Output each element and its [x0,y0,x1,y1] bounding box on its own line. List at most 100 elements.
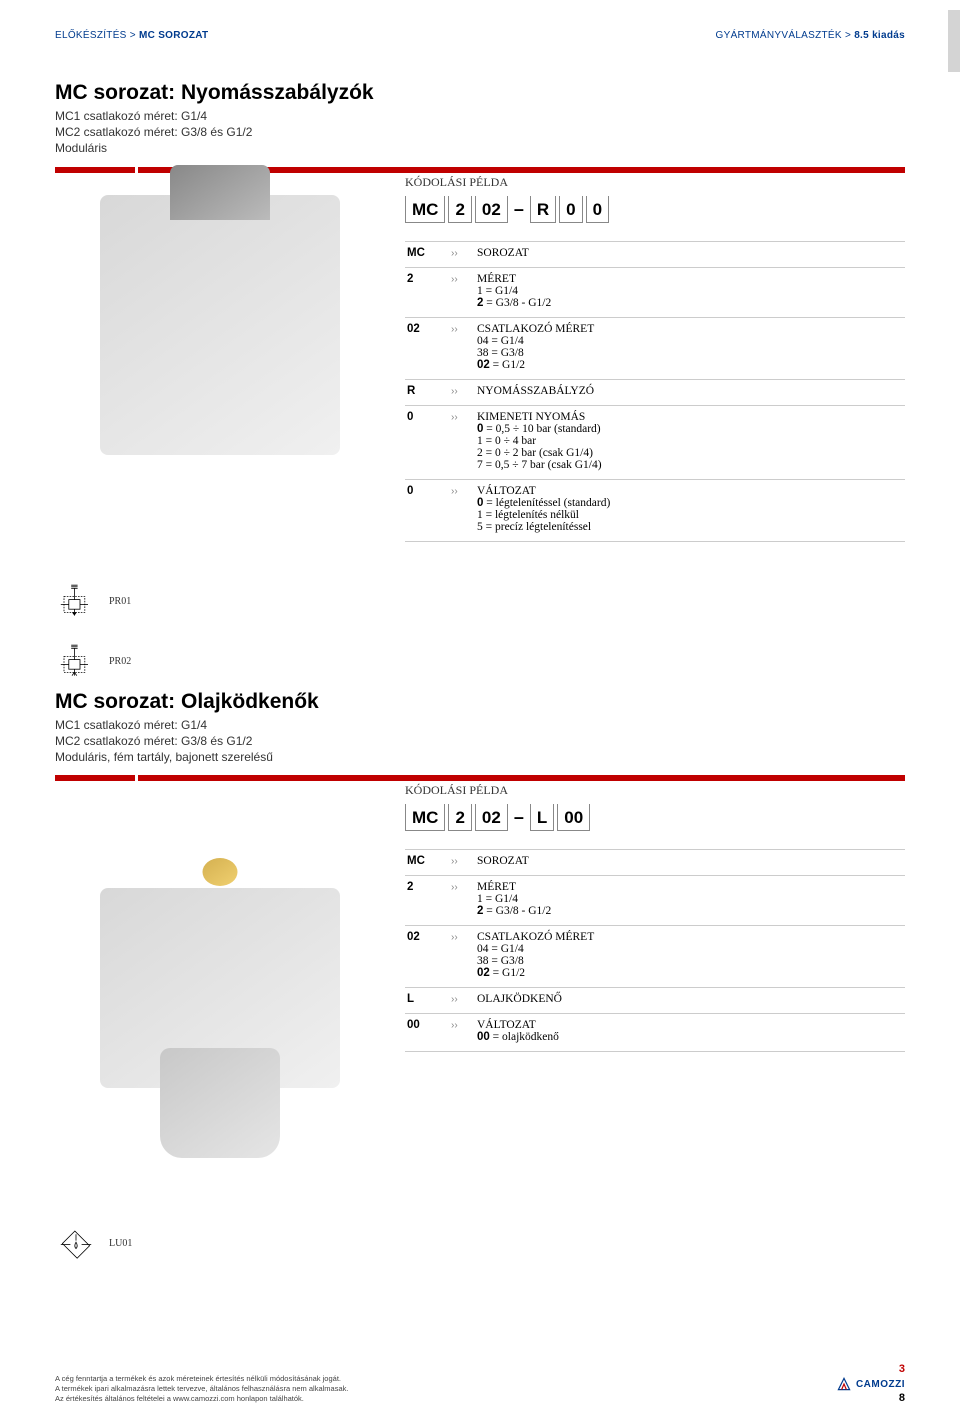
code-segment: 2 [448,804,471,831]
spec-row: MC ›› SOROZAT [405,849,905,875]
code-separator: – [511,807,527,828]
section-subtitle: MC1 csatlakozó méret: G1/4MC2 csatlakozó… [55,108,905,157]
coding-label: KÓDOLÁSI PÉLDA [405,783,905,798]
spec-row: 2 ›› MÉRET1 = G1/42 = G3/8 - G1/2 [405,267,905,317]
spec-value: KIMENETI NYOMÁS0 = 0,5 ÷ 10 bar (standar… [477,411,905,471]
regulator-symbol-icon [55,642,97,682]
section-title: MC sorozat: Olajködkenők [55,690,905,714]
code-segment: 02 [475,196,508,223]
footer-line: A termékek ipari alkalmazásra lettek ter… [55,1384,348,1394]
footer-right: 3 CAMOZZI 8 [836,1363,905,1404]
spec-value: OLAJKÖDKENŐ [477,993,905,1005]
symbol-lu01: LU01 [55,1223,905,1263]
page-number-chapter: 3 [836,1363,905,1375]
product-image [55,175,385,475]
spec-value: VÁLTOZAT0 = légtelenítéssel (standard)1 … [477,485,905,533]
code-separator: – [511,199,527,220]
spec-table: MC ›› SOROZAT 2 ›› MÉRET1 = G1/42 = G3/8 - G1… [405,241,905,542]
symbol-pr02: PR02 [55,642,905,682]
spec-table: MC ›› SOROZAT 2 ›› MÉRET1 = G1/42 = G3/8 - G1… [405,849,905,1052]
spec-row: 02››CSATLAKOZÓ MÉRET04 = G1/438 = G3/802… [405,925,905,987]
spec-key: L [405,993,441,1005]
spec-value: NYOMÁSSZABÁLYZÓ [477,385,905,397]
arrow-icon: ›› [451,855,467,867]
arrow-icon: ›› [451,931,467,979]
footer-disclaimer: A cég fenntartja a termékek és azok mére… [55,1374,348,1404]
spec-row: 0››VÁLTOZAT0 = légtelenítéssel (standard… [405,479,905,542]
arrow-icon: ›› [451,273,467,309]
breadcrumb-left-prefix: ELŐKÉSZÍTÉS > [55,30,136,41]
symbol-label: PR01 [109,596,131,607]
code-segment: 0 [559,196,582,223]
spec-value: MÉRET1 = G1/42 = G3/8 - G1/2 [477,881,905,917]
spec-value: VÁLTOZAT00 = olajködkenő [477,1019,905,1043]
spec-value: CSATLAKOZÓ MÉRET04 = G1/438 = G3/802 = G… [477,323,905,371]
spec-key: MC [405,855,441,867]
red-divider [55,775,905,781]
spec-value: SOROZAT [477,855,905,867]
breadcrumb-left-strong: MC SOROZAT [139,30,208,41]
spec-key: 2 [405,881,441,917]
page-footer: A cég fenntartja a termékek és azok mére… [55,1363,905,1404]
page-header: ELŐKÉSZÍTÉS > MC SOROZAT GYÁRTMÁNYVÁLASZ… [55,30,905,41]
spec-row: R ›› NYOMÁSSZABÁLYZÓ [405,379,905,405]
arrow-icon: ›› [451,411,467,471]
section-lubricators: MC sorozat: Olajködkenők MC1 csatlakozó … [55,690,905,1174]
arrow-icon: ›› [451,1019,467,1043]
coding-column: KÓDOLÁSI PÉLDA MC202–L00 MC››SOROZAT2››M… [405,783,905,1052]
spec-row: L ›› OLAJKÖDKENŐ [405,987,905,1013]
brand-logo: CAMOZZI [836,1376,905,1392]
coding-column: KÓDOLÁSI PÉLDA MC202–R00 MC››SOROZAT2››M… [405,175,905,542]
arrow-icon: ›› [451,485,467,533]
regulator-symbol-icon [55,582,97,622]
code-segment: 2 [448,196,471,223]
spec-value: MÉRET1 = G1/42 = G3/8 - G1/2 [477,273,905,309]
lubricator-symbol-icon [55,1223,97,1263]
code-segment: 02 [475,804,508,831]
arrow-icon: ›› [451,385,467,397]
spec-row: MC ›› SOROZAT [405,241,905,267]
spec-key: 2 [405,273,441,309]
spec-row: 02››CSATLAKOZÓ MÉRET04 = G1/438 = G3/802… [405,317,905,379]
arrow-icon: ›› [451,323,467,371]
code-example: MC202–L00 [405,804,905,831]
code-segment: 00 [557,804,590,831]
brand-text: CAMOZZI [856,1379,905,1390]
logo-icon [836,1376,852,1392]
code-example: MC202–R00 [405,196,905,223]
spec-value: SOROZAT [477,247,905,259]
spec-row: 2 ›› MÉRET1 = G1/42 = G3/8 - G1/2 [405,875,905,925]
code-segment: L [530,804,554,831]
spec-key: 00 [405,1019,441,1043]
spec-value: CSATLAKOZÓ MÉRET04 = G1/438 = G3/802 = G… [477,931,905,979]
symbol-label: LU01 [109,1238,132,1249]
section-pressure-regulators: MC sorozat: Nyomásszabályzók MC1 csatlak… [55,81,905,542]
footer-line: Az értékesítés általános feltételei a ww… [55,1394,348,1404]
arrow-icon: ›› [451,993,467,1005]
symbol-pr01: PR01 [55,582,905,622]
spec-key: 0 [405,411,441,471]
breadcrumb-right: GYÁRTMÁNYVÁLASZTÉK > 8.5 kiadás [716,30,905,41]
code-segment: R [530,196,556,223]
code-segment: MC [405,804,445,831]
spec-row: 0››KIMENETI NYOMÁS0 = 0,5 ÷ 10 bar (stan… [405,405,905,479]
breadcrumb-left: ELŐKÉSZÍTÉS > MC SOROZAT [55,30,208,41]
section-subtitle: MC1 csatlakozó méret: G1/4MC2 csatlakozó… [55,717,905,766]
arrow-icon: ›› [451,247,467,259]
page: 3 ELŐKÉSZÍTÉS > MC SOROZAT GYÁRTMÁNYVÁLA… [0,0,960,1414]
spec-key: 02 [405,931,441,979]
product-image [55,783,385,1173]
code-segment: 0 [586,196,609,223]
spec-key: R [405,385,441,397]
breadcrumb-right-strong: 8.5 kiadás [854,30,905,41]
spec-row: 00 ›› VÁLTOZAT00 = olajködkenő [405,1013,905,1052]
arrow-icon: ›› [451,881,467,917]
breadcrumb-right-prefix: GYÁRTMÁNYVÁLASZTÉK > [716,30,852,41]
spec-key: 02 [405,323,441,371]
section-title: MC sorozat: Nyomásszabályzók [55,81,905,105]
code-segment: MC [405,196,445,223]
spec-key: MC [405,247,441,259]
page-number: 8 [836,1392,905,1404]
symbol-label: PR02 [109,656,131,667]
coding-label: KÓDOLÁSI PÉLDA [405,175,905,190]
